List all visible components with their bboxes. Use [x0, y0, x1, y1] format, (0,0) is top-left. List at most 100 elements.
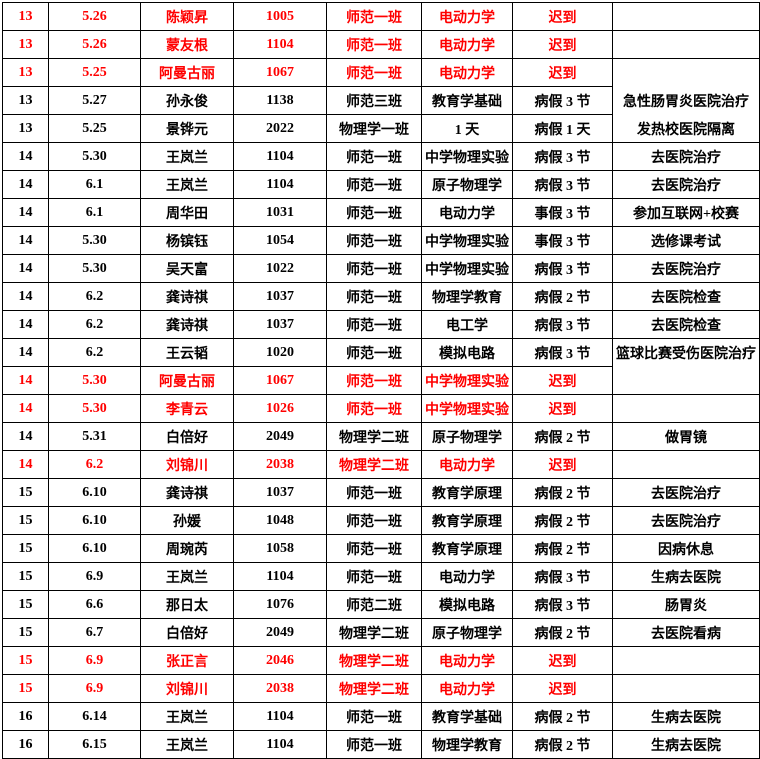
cell-remark: 选修课考试 — [612, 226, 760, 255]
cell-name: 龚诗祺 — [140, 310, 234, 339]
table-row: 15 6.9 王岚兰 1104 师范一班 电动力学 病假 3 节生病去医院 — [2, 562, 760, 591]
cell-week: 15 — [2, 646, 49, 675]
cell-leave: 病假 3 节 — [512, 142, 613, 171]
cell-leave: 病假 2 节 — [512, 534, 613, 563]
cell-remark: 去医院检查 — [612, 310, 760, 339]
cell-week: 15 — [2, 618, 49, 647]
cell-student-id: 2049 — [233, 422, 327, 451]
cell-remark: 生病去医院 — [612, 730, 760, 759]
cell-date: 6.10 — [48, 506, 141, 535]
cell-leave: 迟到 — [512, 394, 613, 423]
table-row: 13 5.26 陈颖昇 1005 师范一班 电动力学 迟到 — [2, 2, 760, 31]
cell-week: 13 — [2, 86, 49, 115]
table-row: 15 6.7 白倍好 2049 物理学二班 原子物理学 病假 2 节去医院看病 — [2, 618, 760, 647]
cell-week: 15 — [2, 674, 49, 703]
cell-date: 5.26 — [48, 2, 141, 31]
cell-course: 电动力学 — [421, 30, 513, 59]
cell-name: 白倍好 — [140, 618, 234, 647]
cell-name: 那日太 — [140, 590, 234, 619]
cell-remark: 因病休息 — [612, 534, 760, 563]
table-row: 14 6.1 王岚兰 1104 师范一班 原子物理学 病假 3 节去医院治疗 — [2, 170, 760, 199]
cell-date: 5.27 — [48, 86, 141, 115]
cell-leave: 病假 3 节 — [512, 170, 613, 199]
cell-class: 师范一班 — [326, 282, 422, 311]
cell-leave: 病假 3 节 — [512, 338, 613, 367]
cell-name: 景铧元 — [140, 114, 234, 143]
cell-week: 14 — [2, 142, 49, 171]
cell-week: 13 — [2, 2, 49, 31]
table-row: 14 5.30 王岚兰 1104 师范一班 中学物理实验 病假 3 节去医院治疗 — [2, 142, 760, 171]
cell-remark — [612, 674, 760, 703]
table-row: 15 6.9 刘锦川 2038 物理学二班 电动力学 迟到 — [2, 674, 760, 703]
cell-student-id: 2022 — [233, 114, 327, 143]
cell-leave: 病假 2 节 — [512, 702, 613, 731]
cell-remark — [612, 2, 760, 31]
cell-class: 师范一班 — [326, 30, 422, 59]
table-row: 16 6.15 王岚兰 1104 师范一班 物理学教育 病假 2 节生病去医院 — [2, 730, 760, 759]
cell-student-id: 1022 — [233, 254, 327, 283]
cell-date: 6.9 — [48, 562, 141, 591]
cell-leave: 病假 2 节 — [512, 422, 613, 451]
cell-remark: 生病去医院 — [612, 562, 760, 591]
cell-student-id: 1031 — [233, 198, 327, 227]
cell-course: 中学物理实验 — [421, 394, 513, 423]
cell-name: 刘锦川 — [140, 450, 234, 479]
table-row: 14 5.31 白倍好 2049 物理学二班 原子物理学 病假 2 节做胃镜 — [2, 422, 760, 451]
cell-student-id: 2046 — [233, 646, 327, 675]
cell-leave: 病假 3 节 — [512, 590, 613, 619]
table-row: 14 6.1 周华田 1031 师范一班 电动力学 事假 3 节参加互联网+校赛 — [2, 198, 760, 227]
cell-course: 教育学原理 — [421, 506, 513, 535]
cell-name: 周华田 — [140, 198, 234, 227]
cell-leave: 事假 3 节 — [512, 198, 613, 227]
cell-class: 师范一班 — [326, 170, 422, 199]
cell-student-id: 1104 — [233, 30, 327, 59]
cell-student-id: 1067 — [233, 58, 327, 87]
cell-student-id: 1104 — [233, 702, 327, 731]
cell-week: 14 — [2, 282, 49, 311]
cell-class: 师范一班 — [326, 562, 422, 591]
cell-week: 13 — [2, 30, 49, 59]
cell-week: 14 — [2, 254, 49, 283]
table-row: 15 6.10 孙媛 1048 师范一班 教育学原理 病假 2 节去医院治疗 — [2, 506, 760, 535]
cell-class: 师范一班 — [326, 366, 422, 395]
cell-date: 6.7 — [48, 618, 141, 647]
cell-student-id: 2038 — [233, 674, 327, 703]
cell-week: 15 — [2, 562, 49, 591]
cell-date: 5.26 — [48, 30, 141, 59]
cell-student-id: 1104 — [233, 142, 327, 171]
cell-date: 6.1 — [48, 198, 141, 227]
cell-date: 6.14 — [48, 702, 141, 731]
cell-leave: 病假 2 节 — [512, 478, 613, 507]
cell-course: 原子物理学 — [421, 422, 513, 451]
cell-student-id: 1104 — [233, 730, 327, 759]
table-row: 14 5.30 李青云 1026 师范一班 中学物理实验 迟到 — [2, 394, 760, 423]
cell-course: 物理学教育 — [421, 282, 513, 311]
cell-course: 教育学原理 — [421, 478, 513, 507]
cell-week: 14 — [2, 170, 49, 199]
cell-leave: 迟到 — [512, 366, 613, 395]
cell-class: 师范三班 — [326, 86, 422, 115]
cell-remark: 去医院治疗 — [612, 506, 760, 535]
cell-name: 王云韬 — [140, 338, 234, 367]
cell-remark: 肠胃炎 — [612, 590, 760, 619]
cell-class: 物理学二班 — [326, 422, 422, 451]
cell-course: 电动力学 — [421, 646, 513, 675]
cell-course: 原子物理学 — [421, 170, 513, 199]
cell-course: 教育学基础 — [421, 86, 513, 115]
cell-course: 原子物理学 — [421, 618, 513, 647]
cell-course: 中学物理实验 — [421, 366, 513, 395]
cell-date: 5.31 — [48, 422, 141, 451]
cell-week: 14 — [2, 366, 49, 395]
cell-date: 6.9 — [48, 646, 141, 675]
cell-leave: 病假 3 节 — [512, 562, 613, 591]
cell-name: 阿曼古丽 — [140, 58, 234, 87]
cell-name: 龚诗祺 — [140, 478, 234, 507]
cell-course: 中学物理实验 — [421, 142, 513, 171]
cell-leave: 迟到 — [512, 58, 613, 87]
cell-course: 教育学基础 — [421, 702, 513, 731]
cell-date: 6.2 — [48, 450, 141, 479]
cell-leave: 病假 2 节 — [512, 730, 613, 759]
cell-date: 5.30 — [48, 226, 141, 255]
table-row: 14 5.30 吴天富 1022 师范一班 中学物理实验 病假 3 节去医院治疗 — [2, 254, 760, 283]
cell-week: 13 — [2, 58, 49, 87]
